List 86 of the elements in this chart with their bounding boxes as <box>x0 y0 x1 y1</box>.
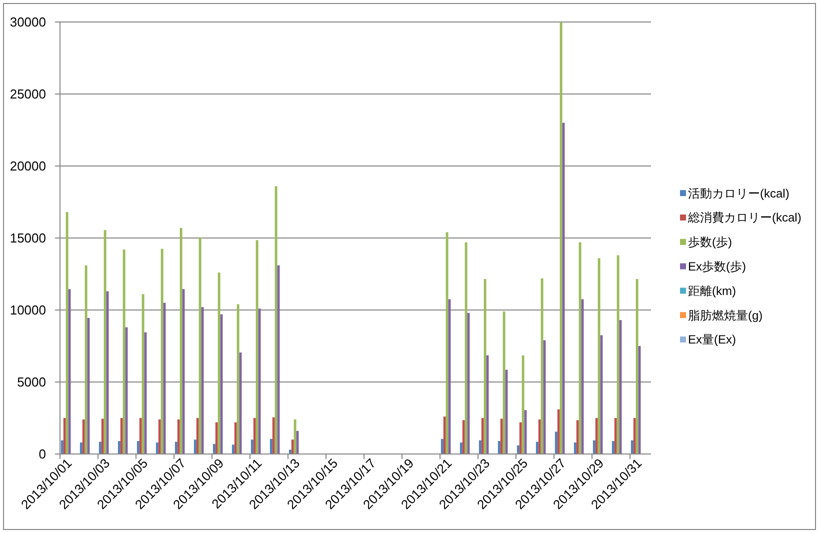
bar <box>557 409 560 454</box>
bar <box>270 438 272 454</box>
bar <box>80 442 82 454</box>
bar <box>478 440 482 454</box>
bar <box>464 242 468 454</box>
bar <box>122 250 126 454</box>
bar <box>440 438 444 454</box>
bar <box>636 279 638 454</box>
bar <box>142 294 144 454</box>
bar <box>177 419 180 454</box>
y-tick-label: 20000 <box>10 158 46 174</box>
bar <box>612 441 614 454</box>
bar <box>294 419 296 454</box>
bar <box>536 442 538 454</box>
y-tick-label: 0 <box>38 446 46 462</box>
bar <box>574 442 576 454</box>
bar <box>84 265 88 454</box>
bar <box>98 442 102 454</box>
bar <box>60 440 64 454</box>
bar <box>156 442 158 454</box>
bar <box>66 212 68 454</box>
legend-label: 脂肪燃焼量(g) <box>688 308 763 322</box>
bar <box>500 418 503 454</box>
bar <box>481 418 484 454</box>
bar <box>180 228 182 454</box>
bar <box>484 279 486 454</box>
bar <box>502 311 506 454</box>
bar <box>174 442 178 454</box>
bar <box>614 418 617 454</box>
bar <box>538 419 541 454</box>
bar <box>633 418 636 454</box>
bar <box>554 432 558 454</box>
bar <box>139 418 142 454</box>
bar <box>274 186 278 454</box>
bar <box>598 258 600 454</box>
bar <box>578 242 582 454</box>
bar <box>194 440 196 454</box>
bar <box>63 418 66 454</box>
y-tick-label: 10000 <box>10 302 46 318</box>
bar <box>215 422 218 454</box>
bar <box>232 444 234 454</box>
legend-label: 活動カロリー(kcal) <box>688 186 790 200</box>
legend-label: Ex歩数(歩) <box>688 260 746 274</box>
bar <box>256 240 258 454</box>
bar <box>118 441 120 454</box>
bar <box>443 416 446 454</box>
bar <box>498 441 500 454</box>
bar <box>595 418 598 454</box>
y-tick-label: 30000 <box>10 14 46 30</box>
bar <box>462 420 465 454</box>
bar <box>82 419 85 454</box>
bar <box>522 355 524 454</box>
bar <box>160 248 164 454</box>
y-tick-label: 15000 <box>10 230 46 246</box>
bar <box>291 440 294 454</box>
bar <box>158 419 161 454</box>
bar <box>272 417 275 454</box>
bar <box>218 272 220 454</box>
legend-label: Ex量(Ex) <box>688 332 736 347</box>
bar <box>120 418 123 454</box>
bar <box>198 238 202 454</box>
bar <box>516 445 520 454</box>
bar <box>253 418 256 454</box>
bar <box>234 422 237 454</box>
bar <box>236 304 240 454</box>
bar <box>196 418 199 454</box>
bar <box>104 230 106 454</box>
y-tick-label: 25000 <box>10 86 46 102</box>
bar <box>460 442 462 454</box>
legend-label: 歩数(歩) <box>688 235 732 250</box>
bar <box>136 441 140 454</box>
bar <box>576 420 579 454</box>
legend-label: 総消費カロリー(kcal) <box>687 210 802 225</box>
bar <box>288 450 292 454</box>
y-tick-label: 5000 <box>17 374 46 390</box>
bar <box>592 440 596 454</box>
bar <box>630 440 634 454</box>
bar <box>519 422 522 454</box>
bar <box>212 444 216 454</box>
legend-label: 距離(km) <box>688 284 736 298</box>
bar <box>101 418 104 454</box>
bar <box>616 255 620 454</box>
bar <box>540 278 544 454</box>
bar <box>560 22 562 454</box>
bar <box>446 232 448 454</box>
bar <box>250 440 254 454</box>
